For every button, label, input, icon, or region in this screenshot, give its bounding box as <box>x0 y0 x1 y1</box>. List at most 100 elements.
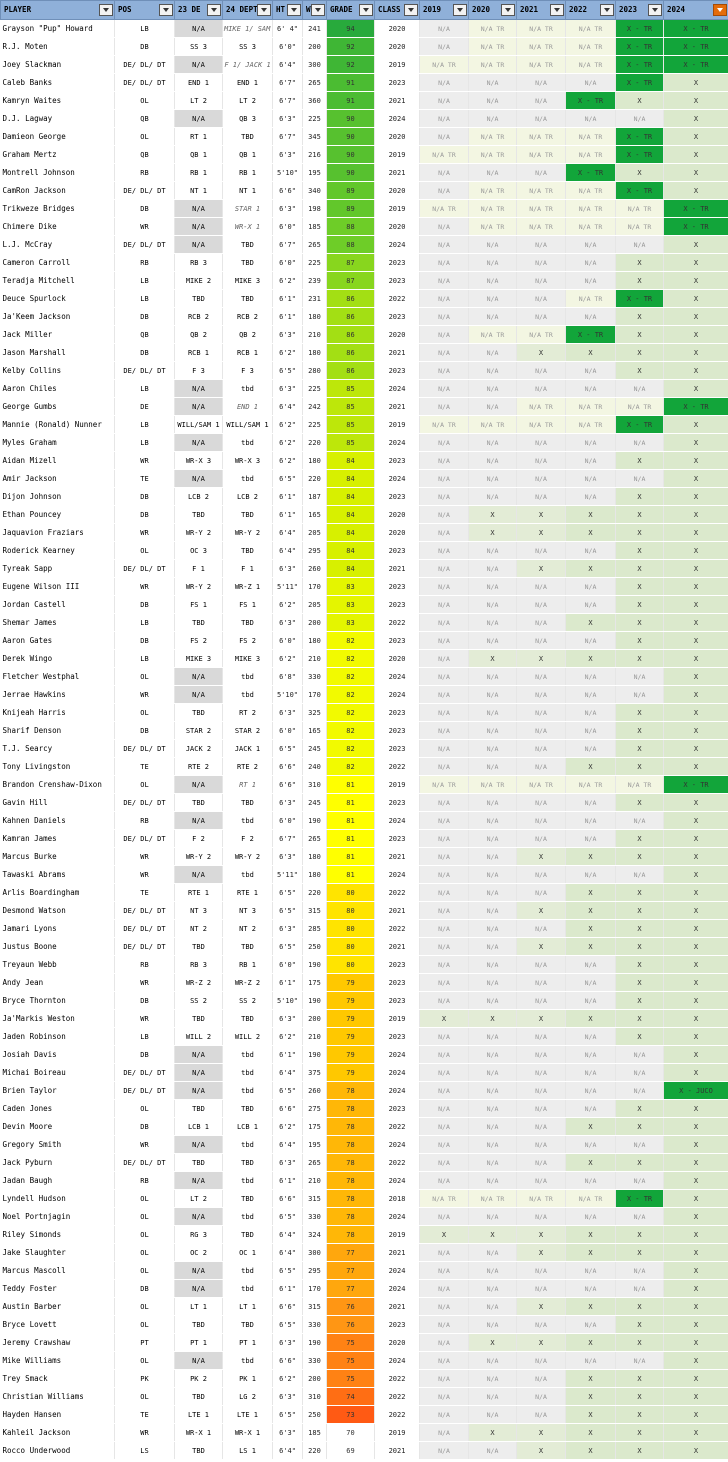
cell-2019[interactable]: N/A <box>419 955 469 974</box>
cell-wt[interactable]: 170 <box>302 577 327 596</box>
cell-2019[interactable]: X <box>419 1225 469 1244</box>
cell-2023[interactable]: X - TR <box>615 55 664 74</box>
cell-grade[interactable]: 82 <box>326 667 375 686</box>
cell-2019[interactable]: N/A <box>419 1315 469 1334</box>
cell-2020[interactable]: N/A <box>468 1153 517 1172</box>
filter-dropdown-icon[interactable] <box>159 4 173 16</box>
cell-2019[interactable]: N/A <box>419 379 469 398</box>
cell-2021[interactable]: N/A <box>516 829 566 848</box>
cell-2023[interactable]: X - TR <box>615 1189 664 1208</box>
cell-2020[interactable]: N/A <box>468 361 517 380</box>
cell-2020[interactable]: N/A TR <box>468 181 517 200</box>
cell-wt[interactable]: 165 <box>302 721 327 740</box>
cell-ht[interactable]: 6'3" <box>272 847 303 866</box>
cell-grade[interactable]: 82 <box>326 649 375 668</box>
cell-class[interactable]: 2023 <box>374 595 420 614</box>
table-row[interactable]: Kamryn Waites OL LT 2 LT 2 6'7" 360 91 2021 N/A N… <box>0 91 728 110</box>
cell-2021[interactable]: N/A <box>516 631 566 650</box>
cell-grade[interactable]: 78 <box>326 1225 375 1244</box>
cell-wt[interactable]: 265 <box>302 235 327 254</box>
cell-24-depth[interactable]: OC 1 <box>222 1243 273 1262</box>
cell-grade[interactable]: 70 <box>326 1423 375 1442</box>
table-row[interactable]: Dijon Johnson DB LCB 2 LCB 2 6'1" 187 84 2023 N/… <box>0 487 728 506</box>
cell-wt[interactable]: 330 <box>302 667 327 686</box>
cell-2019[interactable]: N/A <box>419 1387 469 1406</box>
cell-pos[interactable]: LB <box>114 271 175 290</box>
cell-2020[interactable]: N/A <box>468 1279 517 1298</box>
cell-ht[interactable]: 6'5" <box>272 361 303 380</box>
cell-2019[interactable]: N/A <box>419 1117 469 1136</box>
cell-2022[interactable]: N/A <box>565 433 616 452</box>
cell-class[interactable]: 2024 <box>374 109 420 128</box>
cell-grade[interactable]: 83 <box>326 613 375 632</box>
table-row[interactable]: L.J. McCray DE/ DL/ DT N/A TBD 6'7" 265 88 2024… <box>0 235 728 254</box>
table-row[interactable]: Devin Moore DB LCB 1 LCB 1 6'2" 175 78 2022 N/A N… <box>0 1117 728 1136</box>
table-row[interactable]: George Gumbs DE N/A END 1 6'4" 242 85 2021 N/A N/… <box>0 397 728 416</box>
cell-2023[interactable]: N/A <box>615 1135 664 1154</box>
cell-class[interactable]: 2024 <box>374 235 420 254</box>
cell-2020[interactable]: N/A <box>468 829 517 848</box>
cell-2020[interactable]: X <box>468 649 517 668</box>
cell-class[interactable]: 2022 <box>374 757 420 776</box>
cell-class[interactable]: 2024 <box>374 433 420 452</box>
cell-24-depth[interactable]: NT 1 <box>222 181 273 200</box>
cell-24-depth[interactable]: TBD <box>222 1189 273 1208</box>
table-row[interactable]: CamRon Jackson DE/ DL/ DT NT 1 NT 1 6'6" 340 8… <box>0 181 728 200</box>
cell-2019[interactable]: N/A <box>419 703 469 722</box>
cell-2019[interactable]: N/A TR <box>419 145 469 164</box>
cell-class[interactable]: 2024 <box>374 379 420 398</box>
cell-2019[interactable]: N/A <box>419 271 469 290</box>
cell-23-de[interactable]: RB 3 <box>174 253 223 272</box>
cell-23-de[interactable]: RB 1 <box>174 163 223 182</box>
cell-player[interactable]: Marcus Burke <box>0 847 115 866</box>
cell-2023[interactable]: X <box>615 649 664 668</box>
cell-2019[interactable]: N/A <box>419 1261 469 1280</box>
cell-23-de[interactable]: F 1 <box>174 559 223 578</box>
cell-24-depth[interactable]: LCB 1 <box>222 1117 273 1136</box>
cell-23-de[interactable]: MIKE 2 <box>174 271 223 290</box>
cell-wt[interactable]: 250 <box>302 937 327 956</box>
cell-23-de[interactable]: TBD <box>174 793 223 812</box>
cell-grade[interactable]: 77 <box>326 1261 375 1280</box>
cell-2021[interactable]: N/A <box>516 739 566 758</box>
cell-2024[interactable]: X <box>663 253 728 272</box>
cell-2020[interactable]: N/A <box>468 1117 517 1136</box>
cell-pos[interactable]: PK <box>114 1369 175 1388</box>
cell-pos[interactable]: OL <box>114 1261 175 1280</box>
cell-ht[interactable]: 6'5" <box>272 883 303 902</box>
table-row[interactable]: Shemar James LB TBD TBD 6'3" 200 83 2022 N/A N/A N… <box>0 613 728 632</box>
cell-2021[interactable]: N/A <box>516 451 566 470</box>
cell-24-depth[interactable]: tbd <box>222 1207 273 1226</box>
cell-2021[interactable]: X <box>516 1423 566 1442</box>
cell-grade[interactable]: 88 <box>326 235 375 254</box>
cell-class[interactable]: 2019 <box>374 415 420 434</box>
cell-grade[interactable]: 75 <box>326 1369 375 1388</box>
cell-wt[interactable]: 190 <box>302 1045 327 1064</box>
cell-grade[interactable]: 90 <box>326 109 375 128</box>
cell-23-de[interactable]: RG 3 <box>174 1225 223 1244</box>
cell-pos[interactable]: DB <box>114 37 175 56</box>
table-row[interactable]: Hayden Hansen TE LTE 1 LTE 1 6'5" 250 73 2022 N/… <box>0 1405 728 1424</box>
cell-2024[interactable]: X <box>663 1261 728 1280</box>
cell-class[interactable]: 2024 <box>374 1171 420 1190</box>
cell-2021[interactable]: N/A <box>516 973 566 992</box>
cell-23-de[interactable]: WR-X 1 <box>174 1423 223 1442</box>
cell-2019[interactable]: N/A <box>419 667 469 686</box>
cell-wt[interactable]: 216 <box>302 145 327 164</box>
cell-pos[interactable]: DB <box>114 199 175 218</box>
cell-2020[interactable]: N/A TR <box>468 1189 517 1208</box>
cell-class[interactable]: 2023 <box>374 253 420 272</box>
table-row[interactable]: Caleb Banks DE/ DL/ DT END 1 END 1 6'7" 265 91… <box>0 73 728 92</box>
cell-2022[interactable]: N/A <box>565 667 616 686</box>
cell-2024[interactable]: X <box>663 739 728 758</box>
cell-pos[interactable]: DB <box>114 343 175 362</box>
cell-player[interactable]: Knijeah Harris <box>0 703 115 722</box>
cell-24-depth[interactable]: tbd <box>222 379 273 398</box>
table-row[interactable]: Mike Williams OL N/A tbd 6'6" 330 75 2024 N/A N/A… <box>0 1351 728 1370</box>
cell-player[interactable]: Amir Jackson <box>0 469 115 488</box>
cell-23-de[interactable]: N/A <box>174 1279 223 1298</box>
cell-wt[interactable]: 170 <box>302 685 327 704</box>
cell-grade[interactable]: 69 <box>326 1441 375 1460</box>
cell-2024[interactable]: X <box>663 1333 728 1352</box>
cell-2022[interactable]: N/A TR <box>565 415 616 434</box>
